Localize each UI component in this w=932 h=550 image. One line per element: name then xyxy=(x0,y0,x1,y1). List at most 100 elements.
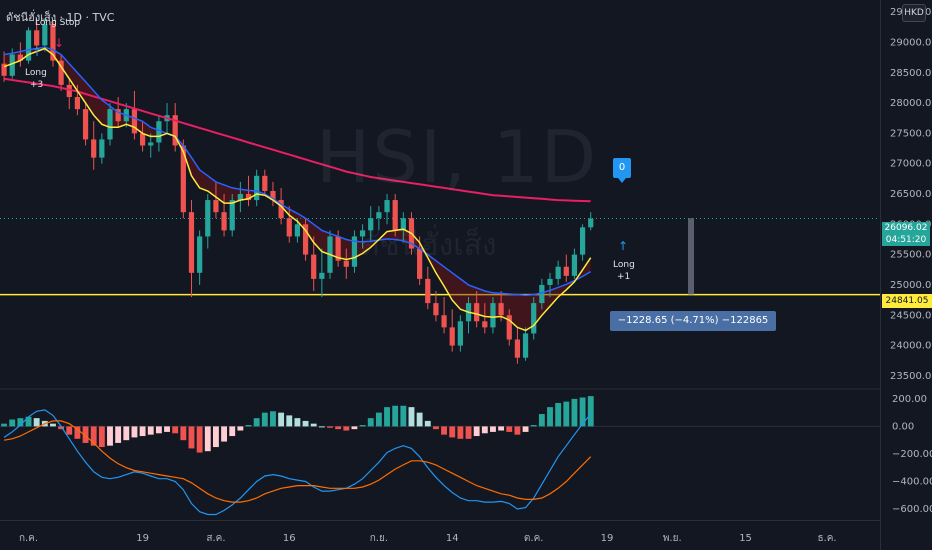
candle[interactable] xyxy=(563,254,569,282)
candle[interactable] xyxy=(139,121,146,152)
candle[interactable] xyxy=(490,297,496,334)
candle[interactable] xyxy=(392,194,398,237)
candle[interactable] xyxy=(449,309,455,352)
price-tick-label: 28000.00 xyxy=(890,98,932,109)
macd-histogram-bar xyxy=(310,423,317,427)
candle[interactable] xyxy=(368,206,374,243)
time-tick-label: 19 xyxy=(136,533,149,544)
macd-signal-line[interactable] xyxy=(3,420,592,503)
candle[interactable] xyxy=(213,181,219,219)
macd-histogram-bar xyxy=(384,407,390,427)
candle[interactable] xyxy=(17,42,23,67)
candle[interactable] xyxy=(34,21,40,49)
candle-body xyxy=(482,321,488,328)
macd-histogram-bar xyxy=(465,426,472,439)
candle[interactable] xyxy=(417,236,423,285)
candle[interactable] xyxy=(205,194,211,249)
candle[interactable] xyxy=(588,212,594,231)
macd-histogram-bar xyxy=(139,426,146,437)
time-axis[interactable]: ก.ค. 19 ส.ค. 16 ก.ย. 14 ต.ค. 19 พ.ย. 15 ธ.ค. xyxy=(19,533,837,544)
candle-body xyxy=(180,145,186,213)
symbol-header[interactable]: ดัชนีฮั่งเส็ง · 1D · TVC xyxy=(6,11,115,24)
candle[interactable] xyxy=(1,51,7,82)
candle[interactable] xyxy=(221,194,227,237)
candle[interactable] xyxy=(400,212,406,243)
candle[interactable] xyxy=(197,230,203,285)
macd-line[interactable] xyxy=(3,409,592,516)
candle[interactable] xyxy=(188,200,195,298)
candle[interactable] xyxy=(42,18,48,52)
candle[interactable] xyxy=(555,260,561,285)
time-tick-label: 16 xyxy=(283,533,296,544)
candle[interactable] xyxy=(237,181,243,213)
candle[interactable] xyxy=(311,236,317,291)
candle[interactable] xyxy=(229,194,235,237)
candle[interactable] xyxy=(270,181,276,207)
watermark-name: ดัชนีฮั่งเส็ง xyxy=(360,228,497,263)
macd-axis[interactable]: 200.00 0.00 −200.00 −400.00 −600.00 xyxy=(892,394,932,515)
candle[interactable] xyxy=(131,90,138,140)
candle[interactable] xyxy=(579,224,586,261)
marker-badge[interactable]: 0 xyxy=(613,158,631,178)
candle[interactable] xyxy=(25,27,32,64)
macd-histogram-bar xyxy=(587,396,594,427)
candle[interactable] xyxy=(286,206,292,243)
ma-long-line[interactable] xyxy=(3,77,591,203)
macd-histogram-bar xyxy=(457,426,464,439)
candle[interactable] xyxy=(82,103,89,146)
candle-body xyxy=(197,236,203,273)
candle[interactable] xyxy=(482,303,488,334)
candle[interactable] xyxy=(522,327,529,361)
candle[interactable] xyxy=(50,21,56,67)
candle[interactable] xyxy=(172,103,178,152)
candle[interactable] xyxy=(91,121,97,170)
candle[interactable] xyxy=(547,272,553,298)
candle-body xyxy=(376,212,382,219)
candle-body xyxy=(270,190,276,201)
candle-body xyxy=(514,339,521,358)
candle[interactable] xyxy=(156,115,162,152)
candle[interactable] xyxy=(531,297,537,340)
macd-histogram-bar xyxy=(571,398,578,427)
macd-histogram-bar xyxy=(90,426,97,446)
candle[interactable] xyxy=(66,78,72,110)
candle[interactable] xyxy=(474,291,480,328)
candle-body xyxy=(506,315,512,340)
candle[interactable] xyxy=(107,103,113,146)
measure-bar[interactable] xyxy=(688,218,694,295)
candle[interactable] xyxy=(58,54,64,91)
candle[interactable] xyxy=(506,309,512,346)
macd-histogram-bar xyxy=(335,426,342,430)
candle[interactable] xyxy=(302,218,309,261)
candle[interactable] xyxy=(571,248,578,279)
candle[interactable] xyxy=(514,327,521,364)
candle[interactable] xyxy=(539,278,545,310)
measure-label[interactable]: −1228.65 (−4.71%) −122865 xyxy=(610,311,776,331)
candle[interactable] xyxy=(384,194,390,225)
count-label-2: +1 xyxy=(617,272,631,282)
candle[interactable] xyxy=(425,266,431,310)
ma-fast-line[interactable] xyxy=(3,47,592,332)
currency-badge[interactable]: HKD xyxy=(902,4,926,22)
candle[interactable] xyxy=(359,224,366,249)
macd-histogram-bar xyxy=(131,426,138,438)
candle[interactable] xyxy=(351,230,358,273)
candle[interactable] xyxy=(99,133,105,164)
candle[interactable] xyxy=(376,206,382,231)
price-panel[interactable] xyxy=(0,18,880,364)
ma-blue-line[interactable] xyxy=(3,46,592,296)
candle[interactable] xyxy=(262,169,268,194)
candle[interactable] xyxy=(433,291,439,322)
candle[interactable] xyxy=(457,315,463,352)
candle[interactable] xyxy=(319,248,325,298)
candle-body xyxy=(205,200,211,237)
candle[interactable] xyxy=(441,297,447,334)
candle[interactable] xyxy=(148,133,154,158)
candle[interactable] xyxy=(343,248,349,279)
macd-panel[interactable] xyxy=(0,396,880,516)
price-tick-label: 24000.00 xyxy=(890,341,932,352)
macd-histogram-bar xyxy=(343,426,350,431)
candle[interactable] xyxy=(254,169,260,207)
